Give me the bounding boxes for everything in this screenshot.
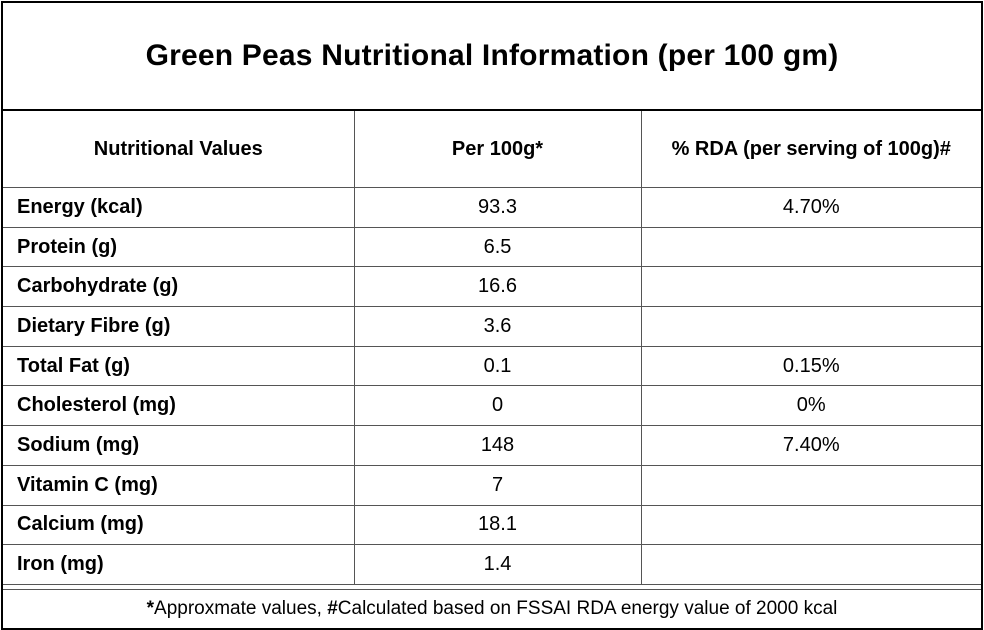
nutrient-rda bbox=[640, 306, 981, 347]
nutrient-name: Carbohydrate (g) bbox=[3, 266, 355, 308]
table-row: Sodium (mg) 148 7.40% bbox=[3, 425, 981, 466]
table-row: Carbohydrate (g) 16.6 bbox=[3, 266, 981, 308]
nutrient-value: 6.5 bbox=[353, 226, 642, 268]
footnote-approx-text: Approxmate values, bbox=[154, 598, 328, 619]
nutrient-name: Sodium (mg) bbox=[3, 425, 355, 466]
nutrient-value: 1.4 bbox=[353, 544, 642, 585]
nutrient-value: 7 bbox=[353, 464, 642, 506]
nutrient-value: 0.1 bbox=[353, 345, 642, 387]
footnote-rda-text: Calculated based on FSSAI RDA energy val… bbox=[337, 598, 838, 619]
table-row: Dietary Fibre (g) 3.6 bbox=[3, 306, 981, 347]
page-title: Green Peas Nutritional Information (per … bbox=[145, 39, 839, 72]
table-row: Energy (kcal) 93.3 4.70% bbox=[3, 187, 981, 228]
header-nutritional-values: Nutritional Values bbox=[3, 111, 355, 188]
table-row: Total Fat (g) 0.1 0.15% bbox=[3, 345, 981, 387]
nutrient-rda: 0% bbox=[640, 385, 981, 427]
table-row: Calcium (mg) 18.1 bbox=[3, 504, 981, 546]
nutrient-value: 93.3 bbox=[353, 187, 642, 228]
table-header-row: Nutritional Values Per 100g* % RDA (per … bbox=[3, 111, 981, 188]
nutrient-rda bbox=[640, 504, 981, 546]
nutrient-value: 18.1 bbox=[353, 504, 642, 546]
nutrient-value: 148 bbox=[353, 425, 642, 466]
table-row: Cholesterol (mg) 0 0% bbox=[3, 385, 981, 427]
nutrient-name: Iron (mg) bbox=[3, 544, 355, 585]
nutrition-table: Nutritional Values Per 100g* % RDA (per … bbox=[3, 111, 981, 585]
nutrient-rda: 4.70% bbox=[640, 187, 981, 228]
nutrient-name: Calcium (mg) bbox=[3, 504, 355, 546]
nutrient-rda bbox=[640, 226, 981, 268]
title-row: Green Peas Nutritional Information (per … bbox=[3, 3, 981, 111]
footnote: * Approxmate values, # Calculated based on… bbox=[3, 589, 981, 628]
nutrient-rda: 0.15% bbox=[640, 345, 981, 387]
footnote-hash: # bbox=[327, 598, 338, 619]
footnote-asterisk: * bbox=[146, 598, 155, 619]
nutrient-value: 3.6 bbox=[353, 306, 642, 347]
nutrient-name: Protein (g) bbox=[3, 226, 355, 268]
nutrient-name: Cholesterol (mg) bbox=[3, 385, 355, 427]
nutrient-rda bbox=[640, 544, 981, 585]
nutrient-value: 0 bbox=[353, 385, 642, 427]
nutrient-value: 16.6 bbox=[353, 266, 642, 308]
table-row: Iron (mg) 1.4 bbox=[3, 544, 981, 585]
table-row: Protein (g) 6.5 bbox=[3, 226, 981, 268]
nutrient-name: Dietary Fibre (g) bbox=[3, 306, 355, 347]
nutrient-name: Total Fat (g) bbox=[3, 345, 355, 387]
table-row: Vitamin C (mg) 7 bbox=[3, 464, 981, 506]
header-rda: % RDA (per serving of 100g)# bbox=[640, 111, 981, 188]
nutrient-name: Vitamin C (mg) bbox=[3, 464, 355, 506]
header-per-100g: Per 100g* bbox=[353, 111, 642, 188]
nutrient-name: Energy (kcal) bbox=[3, 187, 355, 228]
nutrient-rda bbox=[640, 266, 981, 308]
nutrient-rda bbox=[640, 464, 981, 506]
nutrient-rda: 7.40% bbox=[640, 425, 981, 466]
